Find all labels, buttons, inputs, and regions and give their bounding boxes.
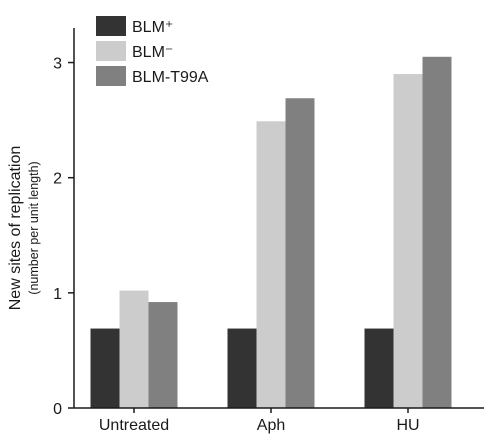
y-ticks: 0 1 2 3 xyxy=(53,56,74,418)
y-tick-label: 2 xyxy=(53,171,62,188)
legend-label: BLM⁺ xyxy=(132,19,173,36)
x-category-label: Aph xyxy=(257,417,285,434)
bar-untreated-series-3 xyxy=(148,302,178,408)
bar-hu-series-3 xyxy=(422,56,452,409)
bar-aph-series-2 xyxy=(256,121,286,408)
x-category-labels: Untreated Aph HU xyxy=(99,408,420,434)
bars-layer xyxy=(90,56,452,409)
legend-swatch xyxy=(96,16,126,36)
bar-hu-series-1 xyxy=(364,328,394,408)
y-tick-label: 1 xyxy=(53,286,62,303)
y-tick-label: 3 xyxy=(53,56,62,73)
x-category-label: HU xyxy=(396,417,419,434)
legend-swatch xyxy=(96,66,126,86)
bar-untreated-series-1 xyxy=(90,328,120,408)
bar-aph-series-3 xyxy=(285,98,315,408)
legend-label: BLM⁻ xyxy=(132,44,173,61)
legend-label: BLM-T99A xyxy=(132,69,209,86)
bar-untreated-series-2 xyxy=(119,290,149,408)
bar-hu-series-2 xyxy=(393,74,423,408)
x-category-label: Untreated xyxy=(99,417,169,434)
bar-aph-series-1 xyxy=(227,328,257,408)
legend-swatch xyxy=(96,41,126,61)
y-axis-label: New sites of replication xyxy=(7,146,24,311)
axes-layer xyxy=(73,28,484,409)
y-tick-label: 0 xyxy=(53,401,62,418)
y-axis-label-group: New sites of replication (number per uni… xyxy=(7,146,41,311)
y-axis-sublabel: (number per unit length) xyxy=(27,161,41,294)
legend: BLM⁺ BLM⁻ BLM-T99A xyxy=(96,16,209,86)
